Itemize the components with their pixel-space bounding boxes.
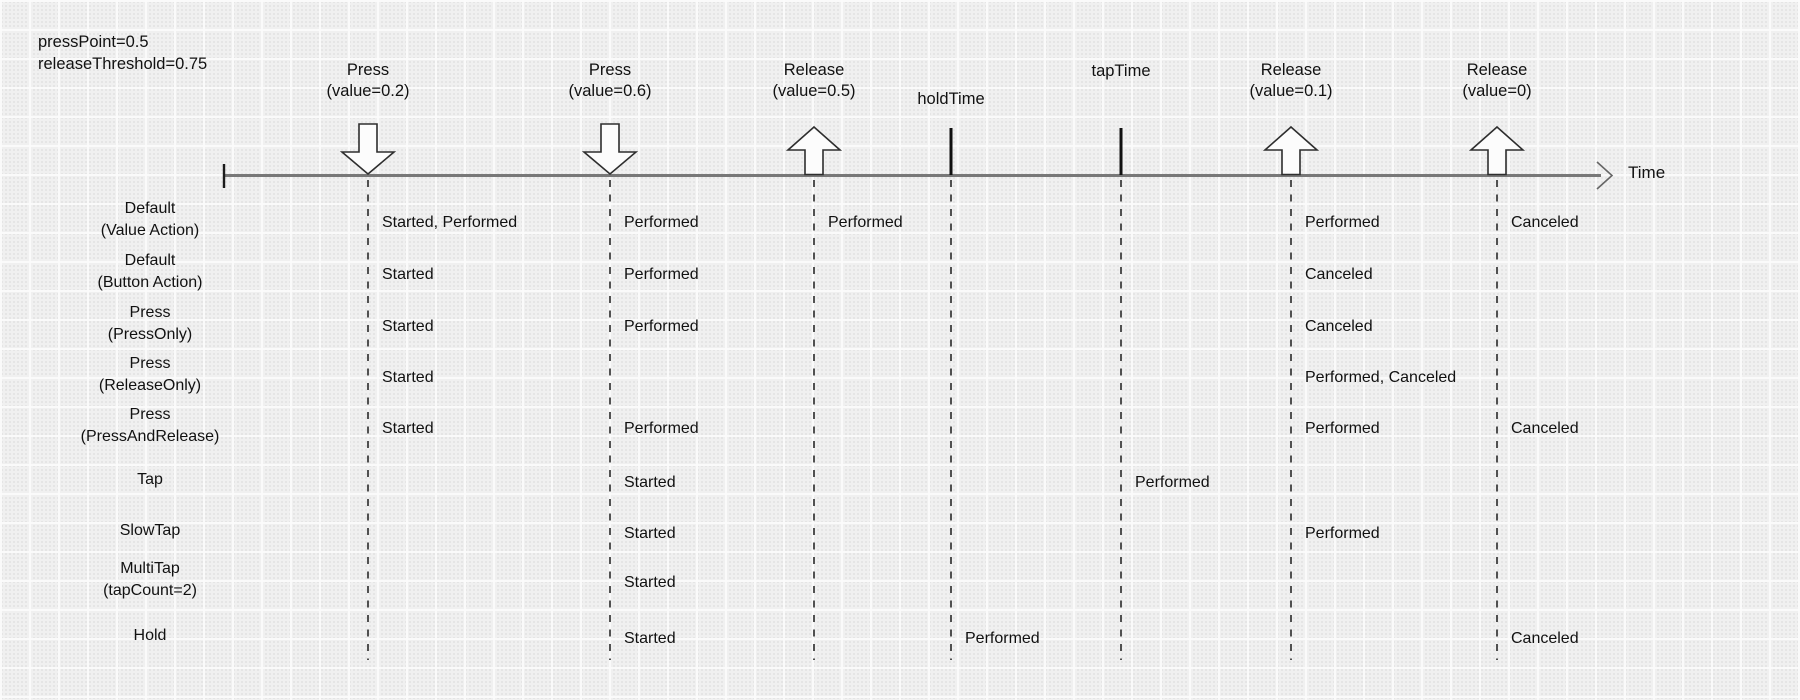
row-label-line: Press bbox=[129, 406, 171, 423]
event-annotation: Canceled bbox=[1511, 214, 1579, 231]
event-label-line: (value=0.5) bbox=[772, 82, 856, 100]
event-label-line: (value=0.2) bbox=[326, 82, 410, 100]
event-annotation: Canceled bbox=[1305, 266, 1373, 283]
event-annotation: Performed bbox=[624, 420, 699, 437]
event-label-release-value-05: Release (value=0.5) bbox=[772, 60, 855, 102]
event-label-line: (value=0) bbox=[1462, 82, 1532, 100]
event-annotation: Performed bbox=[1305, 214, 1380, 231]
event-annotation: Started bbox=[624, 574, 676, 591]
event-annotation: Performed bbox=[1135, 474, 1210, 491]
event-label-press-value-06: Press (value=0.6) bbox=[568, 60, 651, 102]
row-label-line: (ReleaseOnly) bbox=[98, 377, 202, 394]
row-label-line: (Value Action) bbox=[100, 222, 200, 239]
event-label-line: holdTime bbox=[917, 90, 985, 108]
event-annotation: Started bbox=[382, 266, 434, 283]
event-annotation: Started bbox=[624, 630, 676, 647]
event-annotation: Started bbox=[382, 318, 434, 335]
row-label-slowtap: SlowTap bbox=[0, 520, 300, 542]
time-axis-label: Time bbox=[1628, 163, 1666, 183]
arrow-up-icon bbox=[1468, 125, 1526, 176]
time-axis-arrowhead-icon bbox=[1596, 161, 1614, 190]
row-label-hold: Hold bbox=[0, 625, 300, 647]
event-label-line: Press bbox=[346, 61, 390, 79]
event-annotation: Performed bbox=[624, 214, 699, 231]
row-label-default-value-action: Default (Value Action) bbox=[0, 198, 300, 242]
row-label-line: SlowTap bbox=[119, 522, 181, 539]
event-annotation: Performed bbox=[1305, 420, 1380, 437]
parameter-presspoint: pressPoint=0.5 bbox=[38, 33, 149, 51]
row-label-line: Hold bbox=[133, 627, 167, 644]
event-annotation: Started bbox=[624, 474, 676, 491]
event-label-line: tapTime bbox=[1091, 62, 1151, 80]
arrow-down-icon bbox=[339, 123, 397, 176]
event-label-hold-time: holdTime bbox=[917, 89, 984, 110]
parameters-note: pressPoint=0.5 releaseThreshold=0.75 bbox=[38, 31, 207, 75]
event-annotation: Performed, Canceled bbox=[1305, 369, 1457, 386]
row-label-press-pressandrelease: Press (PressAndRelease) bbox=[0, 404, 300, 448]
arrow-up-icon bbox=[785, 125, 843, 176]
event-label-line: Press bbox=[588, 61, 632, 79]
event-annotation: Started bbox=[382, 420, 434, 437]
arrow-down-icon bbox=[581, 123, 639, 176]
event-annotation: Canceled bbox=[1511, 630, 1579, 647]
event-annotation: Performed bbox=[624, 266, 699, 283]
row-label-line: (Button Action) bbox=[97, 274, 203, 291]
row-label-line: Press bbox=[129, 304, 171, 321]
row-label-line: Default bbox=[124, 252, 176, 269]
arrow-up-icon bbox=[1262, 125, 1320, 176]
event-annotation: Performed bbox=[624, 318, 699, 335]
event-annotation: Started, Performed bbox=[382, 214, 518, 231]
event-annotation: Performed bbox=[1305, 525, 1380, 542]
row-label-line: Default bbox=[124, 200, 176, 217]
parameter-releasethreshold: releaseThreshold=0.75 bbox=[38, 55, 208, 73]
row-label-press-releaseonly: Press (ReleaseOnly) bbox=[0, 353, 300, 397]
event-label-line: (value=0.6) bbox=[568, 82, 652, 100]
event-label-tap-time: tapTime bbox=[1092, 61, 1151, 82]
row-label-line: Tap bbox=[137, 471, 163, 488]
row-label-line: MultiTap bbox=[120, 560, 180, 577]
row-label-tap: Tap bbox=[0, 469, 300, 491]
event-annotation: Performed bbox=[828, 214, 903, 231]
row-label-multitap: MultiTap (tapCount=2) bbox=[0, 558, 300, 602]
event-annotation: Started bbox=[624, 525, 676, 542]
row-label-press-pressonly: Press (PressOnly) bbox=[0, 302, 300, 346]
event-label-line: Release bbox=[1260, 61, 1322, 79]
event-annotation: Started bbox=[382, 369, 434, 386]
event-label-line: Release bbox=[783, 61, 845, 79]
row-label-line: Press bbox=[129, 355, 171, 372]
event-label-line: Release bbox=[1466, 61, 1528, 79]
event-annotation: Canceled bbox=[1511, 420, 1579, 437]
event-label-release-value-0: Release (value=0) bbox=[1462, 60, 1531, 102]
event-annotation: Performed bbox=[965, 630, 1040, 647]
row-label-line: (PressOnly) bbox=[107, 326, 193, 343]
row-label-line: (tapCount=2) bbox=[103, 582, 197, 599]
row-label-default-button-action: Default (Button Action) bbox=[0, 250, 300, 294]
event-label-release-value-01: Release (value=0.1) bbox=[1249, 60, 1332, 102]
event-label-press-value-02: Press (value=0.2) bbox=[326, 60, 409, 102]
row-label-line: (PressAndRelease) bbox=[80, 428, 220, 445]
event-annotation: Canceled bbox=[1305, 318, 1373, 335]
event-label-line: (value=0.1) bbox=[1249, 82, 1333, 100]
